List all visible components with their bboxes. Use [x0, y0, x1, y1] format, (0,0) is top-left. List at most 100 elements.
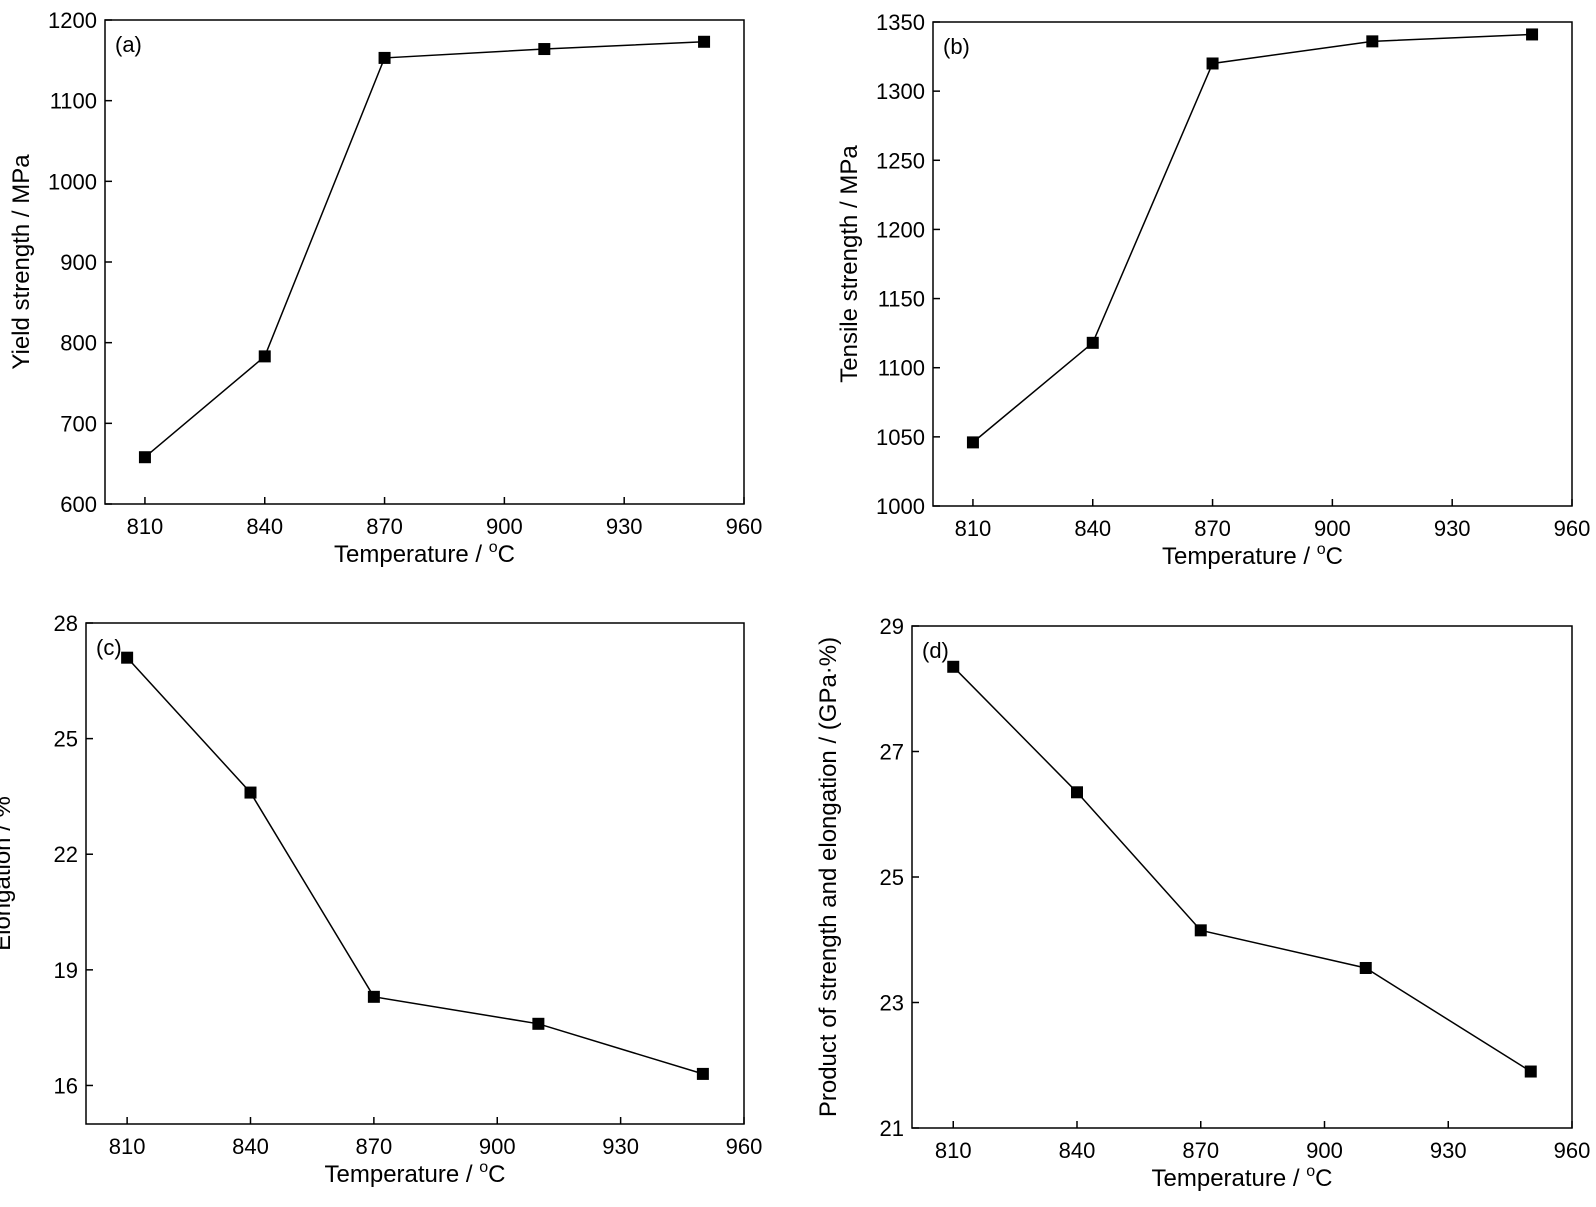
x-axis-label-unit: C: [1326, 543, 1343, 570]
panel-label: (d): [922, 638, 949, 663]
y-tick-label: 1100: [878, 356, 925, 381]
x-tick-label: 840: [246, 514, 283, 539]
panel-label: (b): [943, 34, 970, 59]
y-tick-label: 25: [54, 727, 78, 752]
x-axis-label-text: Temperature /: [1152, 1165, 1307, 1192]
x-tick-label: 810: [109, 1134, 146, 1159]
y-tick-label: 900: [60, 250, 97, 275]
data-point: [1206, 57, 1219, 70]
x-tick-label: 840: [1059, 1138, 1096, 1163]
y-tick-label: 27: [880, 740, 904, 765]
x-tick-label: 960: [1554, 1138, 1591, 1163]
x-tick-label: 810: [935, 1138, 972, 1163]
panel-label: (c): [96, 635, 122, 660]
x-axis-label: Temperature / oC: [325, 1159, 506, 1188]
y-tick-label: 22: [54, 842, 78, 867]
x-axis-label-sup: o: [489, 539, 498, 556]
y-tick-label: 29: [880, 614, 904, 639]
x-axis-label-unit: C: [1315, 1165, 1332, 1192]
panel-1: 810 840 870 900 930 960 600 700 800 900 1000 1100 12…: [8, 8, 762, 568]
data-point: [367, 990, 380, 1003]
plot-frame: [932, 21, 1573, 507]
x-axis-label-unit: C: [488, 1161, 505, 1188]
y-tick-label: 1100: [50, 89, 97, 114]
x-tick-label: 840: [1074, 516, 1111, 541]
y-tick-label: 23: [880, 991, 904, 1016]
x-tick-label: 900: [1314, 516, 1351, 541]
data-point: [947, 660, 960, 673]
x-tick-label: 900: [479, 1134, 516, 1159]
x-tick-label: 870: [1194, 516, 1231, 541]
x-tick-label: 930: [1430, 1138, 1467, 1163]
panel-2: 810 840 870 900 930 960 1000 1050 1100 1150 1200 12…: [836, 10, 1590, 570]
y-tick-label: 16: [54, 1073, 78, 1098]
y-axis-label: Tensile strength / MPa: [836, 145, 863, 383]
y-tick-label: 1350: [876, 10, 925, 35]
x-tick-label: 870: [356, 1134, 393, 1159]
series-line: [126, 657, 704, 1075]
data-point: [538, 43, 551, 56]
data-point: [696, 1067, 709, 1080]
x-tick-label: 870: [1182, 1138, 1219, 1163]
panel-4: 810 840 870 900 930 960 21 23 25 27 29 Temperature …: [815, 614, 1590, 1192]
plot-frame: [85, 622, 745, 1125]
x-axis-label-text: Temperature /: [1162, 543, 1317, 570]
y-tick-label: 1200: [876, 217, 925, 242]
x-tick-label: 840: [232, 1134, 269, 1159]
data-point: [1086, 336, 1099, 349]
data-point: [121, 651, 134, 664]
y-tick-label: 1000: [876, 494, 925, 519]
data-point: [966, 436, 979, 449]
y-tick-label: 1250: [876, 148, 925, 173]
data-point: [1366, 35, 1379, 48]
x-tick-label: 960: [1554, 516, 1591, 541]
data-point: [1526, 28, 1539, 41]
x-tick-label: 810: [955, 516, 992, 541]
y-tick-label: 700: [60, 411, 97, 436]
y-tick-label: 600: [60, 492, 97, 517]
x-tick-label: 960: [726, 514, 763, 539]
x-axis-label: Temperature / oC: [1162, 541, 1343, 570]
x-axis-label-text: Temperature /: [334, 541, 489, 568]
y-tick-label: 19: [54, 958, 78, 983]
data-point: [244, 786, 257, 799]
data-point: [138, 451, 151, 464]
data-point: [698, 35, 711, 48]
series-line: [952, 666, 1532, 1073]
series-line: [972, 33, 1533, 443]
x-tick-label: 810: [127, 514, 164, 539]
x-axis-label-text: Temperature /: [325, 1161, 480, 1188]
data-point: [1524, 1065, 1537, 1078]
x-axis-label: Temperature / oC: [1152, 1163, 1333, 1192]
x-tick-label: 930: [606, 514, 643, 539]
plot-frame: [104, 19, 745, 505]
x-axis-label: Temperature / oC: [334, 539, 515, 568]
y-tick-label: 1150: [878, 287, 925, 312]
data-point: [1071, 786, 1083, 799]
y-axis-label: Product of strength and elongation / (GP…: [815, 637, 842, 1117]
plot-frame: [911, 625, 1573, 1129]
y-axis-label: Yield strength / MPa: [8, 154, 35, 370]
panel-label: (a): [115, 32, 142, 57]
x-tick-label: 930: [602, 1134, 639, 1159]
data-point: [1359, 961, 1372, 974]
y-tick-label: 25: [880, 865, 904, 890]
x-tick-label: 870: [366, 514, 403, 539]
x-tick-label: 930: [1434, 516, 1471, 541]
y-tick-label: 1050: [876, 425, 925, 450]
y-tick-label: 800: [60, 331, 97, 356]
x-tick-label: 900: [1306, 1138, 1343, 1163]
x-axis-label-sup: o: [1317, 541, 1326, 558]
data-point: [532, 1017, 545, 1030]
data-point: [378, 51, 391, 64]
x-tick-label: 900: [486, 514, 523, 539]
x-tick-label: 960: [726, 1134, 763, 1159]
data-point: [258, 350, 271, 363]
x-axis-label-sup: o: [479, 1159, 488, 1176]
series-line: [144, 41, 705, 458]
y-axis-label: Elongation / %: [0, 796, 16, 951]
y-tick-label: 21: [880, 1116, 904, 1141]
y-tick-label: 1300: [876, 79, 925, 104]
y-tick-label: 1000: [48, 169, 97, 194]
